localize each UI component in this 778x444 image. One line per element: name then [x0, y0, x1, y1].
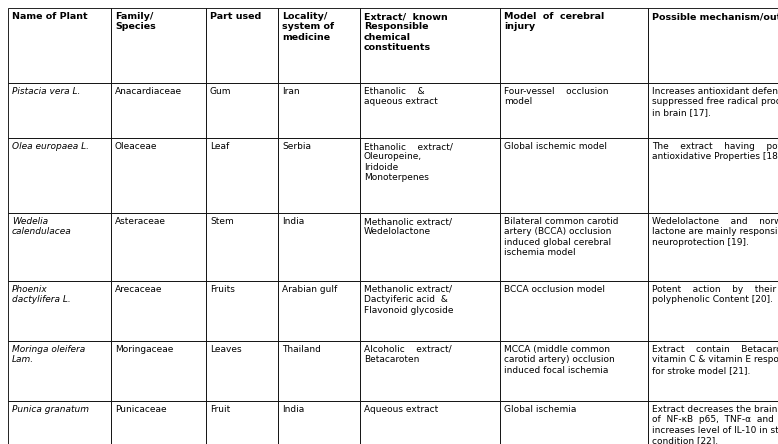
Text: Punicaceae: Punicaceae [115, 405, 166, 414]
Text: Serbia: Serbia [282, 142, 311, 151]
Text: Arabian gulf: Arabian gulf [282, 285, 337, 294]
Text: Iran: Iran [282, 87, 300, 96]
Bar [206, 401, 278, 444]
Text: India: India [282, 405, 304, 414]
Bar [500, 341, 648, 401]
Text: Name of Plant: Name of Plant [12, 12, 88, 21]
Text: Moringaceae: Moringaceae [115, 345, 173, 354]
Text: Phoenix
dactylifera L.: Phoenix dactylifera L. [12, 285, 71, 305]
Bar [360, 281, 500, 341]
Text: Four-vessel    occlusion
model: Four-vessel occlusion model [504, 87, 608, 107]
Text: Methanolic extract/
Dactyiferic acid  &
Flavonoid glycoside: Methanolic extract/ Dactyiferic acid & F… [364, 285, 454, 315]
Text: Methanolic extract/
Wedelolactone: Methanolic extract/ Wedelolactone [364, 217, 452, 236]
Bar [278, 281, 360, 341]
Text: Ethanolic    &
aqueous extract: Ethanolic & aqueous extract [364, 87, 438, 107]
Text: Global ischemic model: Global ischemic model [504, 142, 607, 151]
Text: Arecaceae: Arecaceae [115, 285, 163, 294]
Bar [278, 8, 360, 83]
Text: Bilateral common carotid
artery (BCCA) occlusion
induced global cerebral
ischemi: Bilateral common carotid artery (BCCA) o… [504, 217, 619, 257]
Bar [111, 401, 206, 444]
Text: Potent    action    by    their    high
polyphenolic Content [20].: Potent action by their high polyphenolic… [652, 285, 778, 305]
Text: Wedelolactone    and    norwedelo-
lactone are mainly responsible for
neuroprote: Wedelolactone and norwedelo- lactone are… [652, 217, 778, 247]
Bar [8, 401, 111, 444]
Text: The    extract    having    potent
antioxidative Properties [18].: The extract having potent antioxidative … [652, 142, 778, 162]
Bar [648, 8, 778, 83]
Text: Extract    contain    Betacaroten,
vitamin C & vitamin E responsible
for stroke : Extract contain Betacaroten, vitamin C &… [652, 345, 778, 375]
Bar [206, 138, 278, 213]
Bar [360, 213, 500, 281]
Bar [500, 401, 648, 444]
Text: Fruits: Fruits [210, 285, 235, 294]
Bar [648, 138, 778, 213]
Bar [111, 341, 206, 401]
Text: Leaves: Leaves [210, 345, 242, 354]
Text: Asteraceae: Asteraceae [115, 217, 166, 226]
Bar [8, 341, 111, 401]
Text: Thailand: Thailand [282, 345, 321, 354]
Bar [111, 281, 206, 341]
Bar [111, 213, 206, 281]
Bar [111, 138, 206, 213]
Bar [8, 8, 111, 83]
Bar [500, 83, 648, 138]
Bar [500, 281, 648, 341]
Text: BCCA occlusion model: BCCA occlusion model [504, 285, 605, 294]
Bar [8, 281, 111, 341]
Bar [278, 341, 360, 401]
Text: Fruit: Fruit [210, 405, 230, 414]
Text: Wedelia
calendulacea: Wedelia calendulacea [12, 217, 72, 236]
Bar [111, 83, 206, 138]
Bar [648, 401, 778, 444]
Bar [206, 213, 278, 281]
Text: Family/
Species: Family/ Species [115, 12, 156, 32]
Bar [360, 138, 500, 213]
Text: Model  of  cerebral
injury: Model of cerebral injury [504, 12, 605, 32]
Text: Leaf: Leaf [210, 142, 230, 151]
Text: Oleaceae: Oleaceae [115, 142, 157, 151]
Text: Aqueous extract: Aqueous extract [364, 405, 438, 414]
Text: Increases antioxidant defense and
suppressed free radical production
in brain [1: Increases antioxidant defense and suppre… [652, 87, 778, 117]
Bar [206, 8, 278, 83]
Text: Possible mechanism/out comes: Possible mechanism/out comes [652, 12, 778, 21]
Text: Alcoholic    extract/
Betacaroten: Alcoholic extract/ Betacaroten [364, 345, 451, 365]
Text: Punica granatum: Punica granatum [12, 405, 89, 414]
Bar [8, 213, 111, 281]
Text: Olea europaea L.: Olea europaea L. [12, 142, 89, 151]
Bar [360, 341, 500, 401]
Bar [206, 281, 278, 341]
Bar [278, 213, 360, 281]
Text: Stem: Stem [210, 217, 233, 226]
Bar [278, 83, 360, 138]
Bar [206, 83, 278, 138]
Bar [111, 8, 206, 83]
Text: Pistacia vera L.: Pistacia vera L. [12, 87, 80, 96]
Text: Gum: Gum [210, 87, 232, 96]
Text: Extract decreases the brain levels
of  NF-κB  p65,  TNF-α  and
increases level o: Extract decreases the brain levels of NF… [652, 405, 778, 444]
Bar [500, 8, 648, 83]
Bar [360, 401, 500, 444]
Bar [278, 401, 360, 444]
Text: Part used: Part used [210, 12, 261, 21]
Bar [8, 83, 111, 138]
Bar [360, 8, 500, 83]
Text: Moringa oleifera
Lam.: Moringa oleifera Lam. [12, 345, 86, 365]
Bar [206, 341, 278, 401]
Bar [278, 138, 360, 213]
Bar [648, 281, 778, 341]
Bar [500, 138, 648, 213]
Text: Ethanolic    extract/
Oleuropeine,
Iridoide
Monoterpenes: Ethanolic extract/ Oleuropeine, Iridoide… [364, 142, 453, 182]
Text: Locality/
system of
medicine: Locality/ system of medicine [282, 12, 334, 42]
Text: India: India [282, 217, 304, 226]
Bar [360, 83, 500, 138]
Bar [648, 83, 778, 138]
Bar [648, 213, 778, 281]
Text: MCCA (middle common
carotid artery) occlusion
induced focal ischemia: MCCA (middle common carotid artery) occl… [504, 345, 615, 375]
Text: Extract/  known
Responsible
chemical
constituents: Extract/ known Responsible chemical cons… [364, 12, 448, 52]
Text: Global ischemia: Global ischemia [504, 405, 576, 414]
Bar [648, 341, 778, 401]
Text: Anacardiaceae: Anacardiaceae [115, 87, 182, 96]
Bar [500, 213, 648, 281]
Bar [8, 138, 111, 213]
